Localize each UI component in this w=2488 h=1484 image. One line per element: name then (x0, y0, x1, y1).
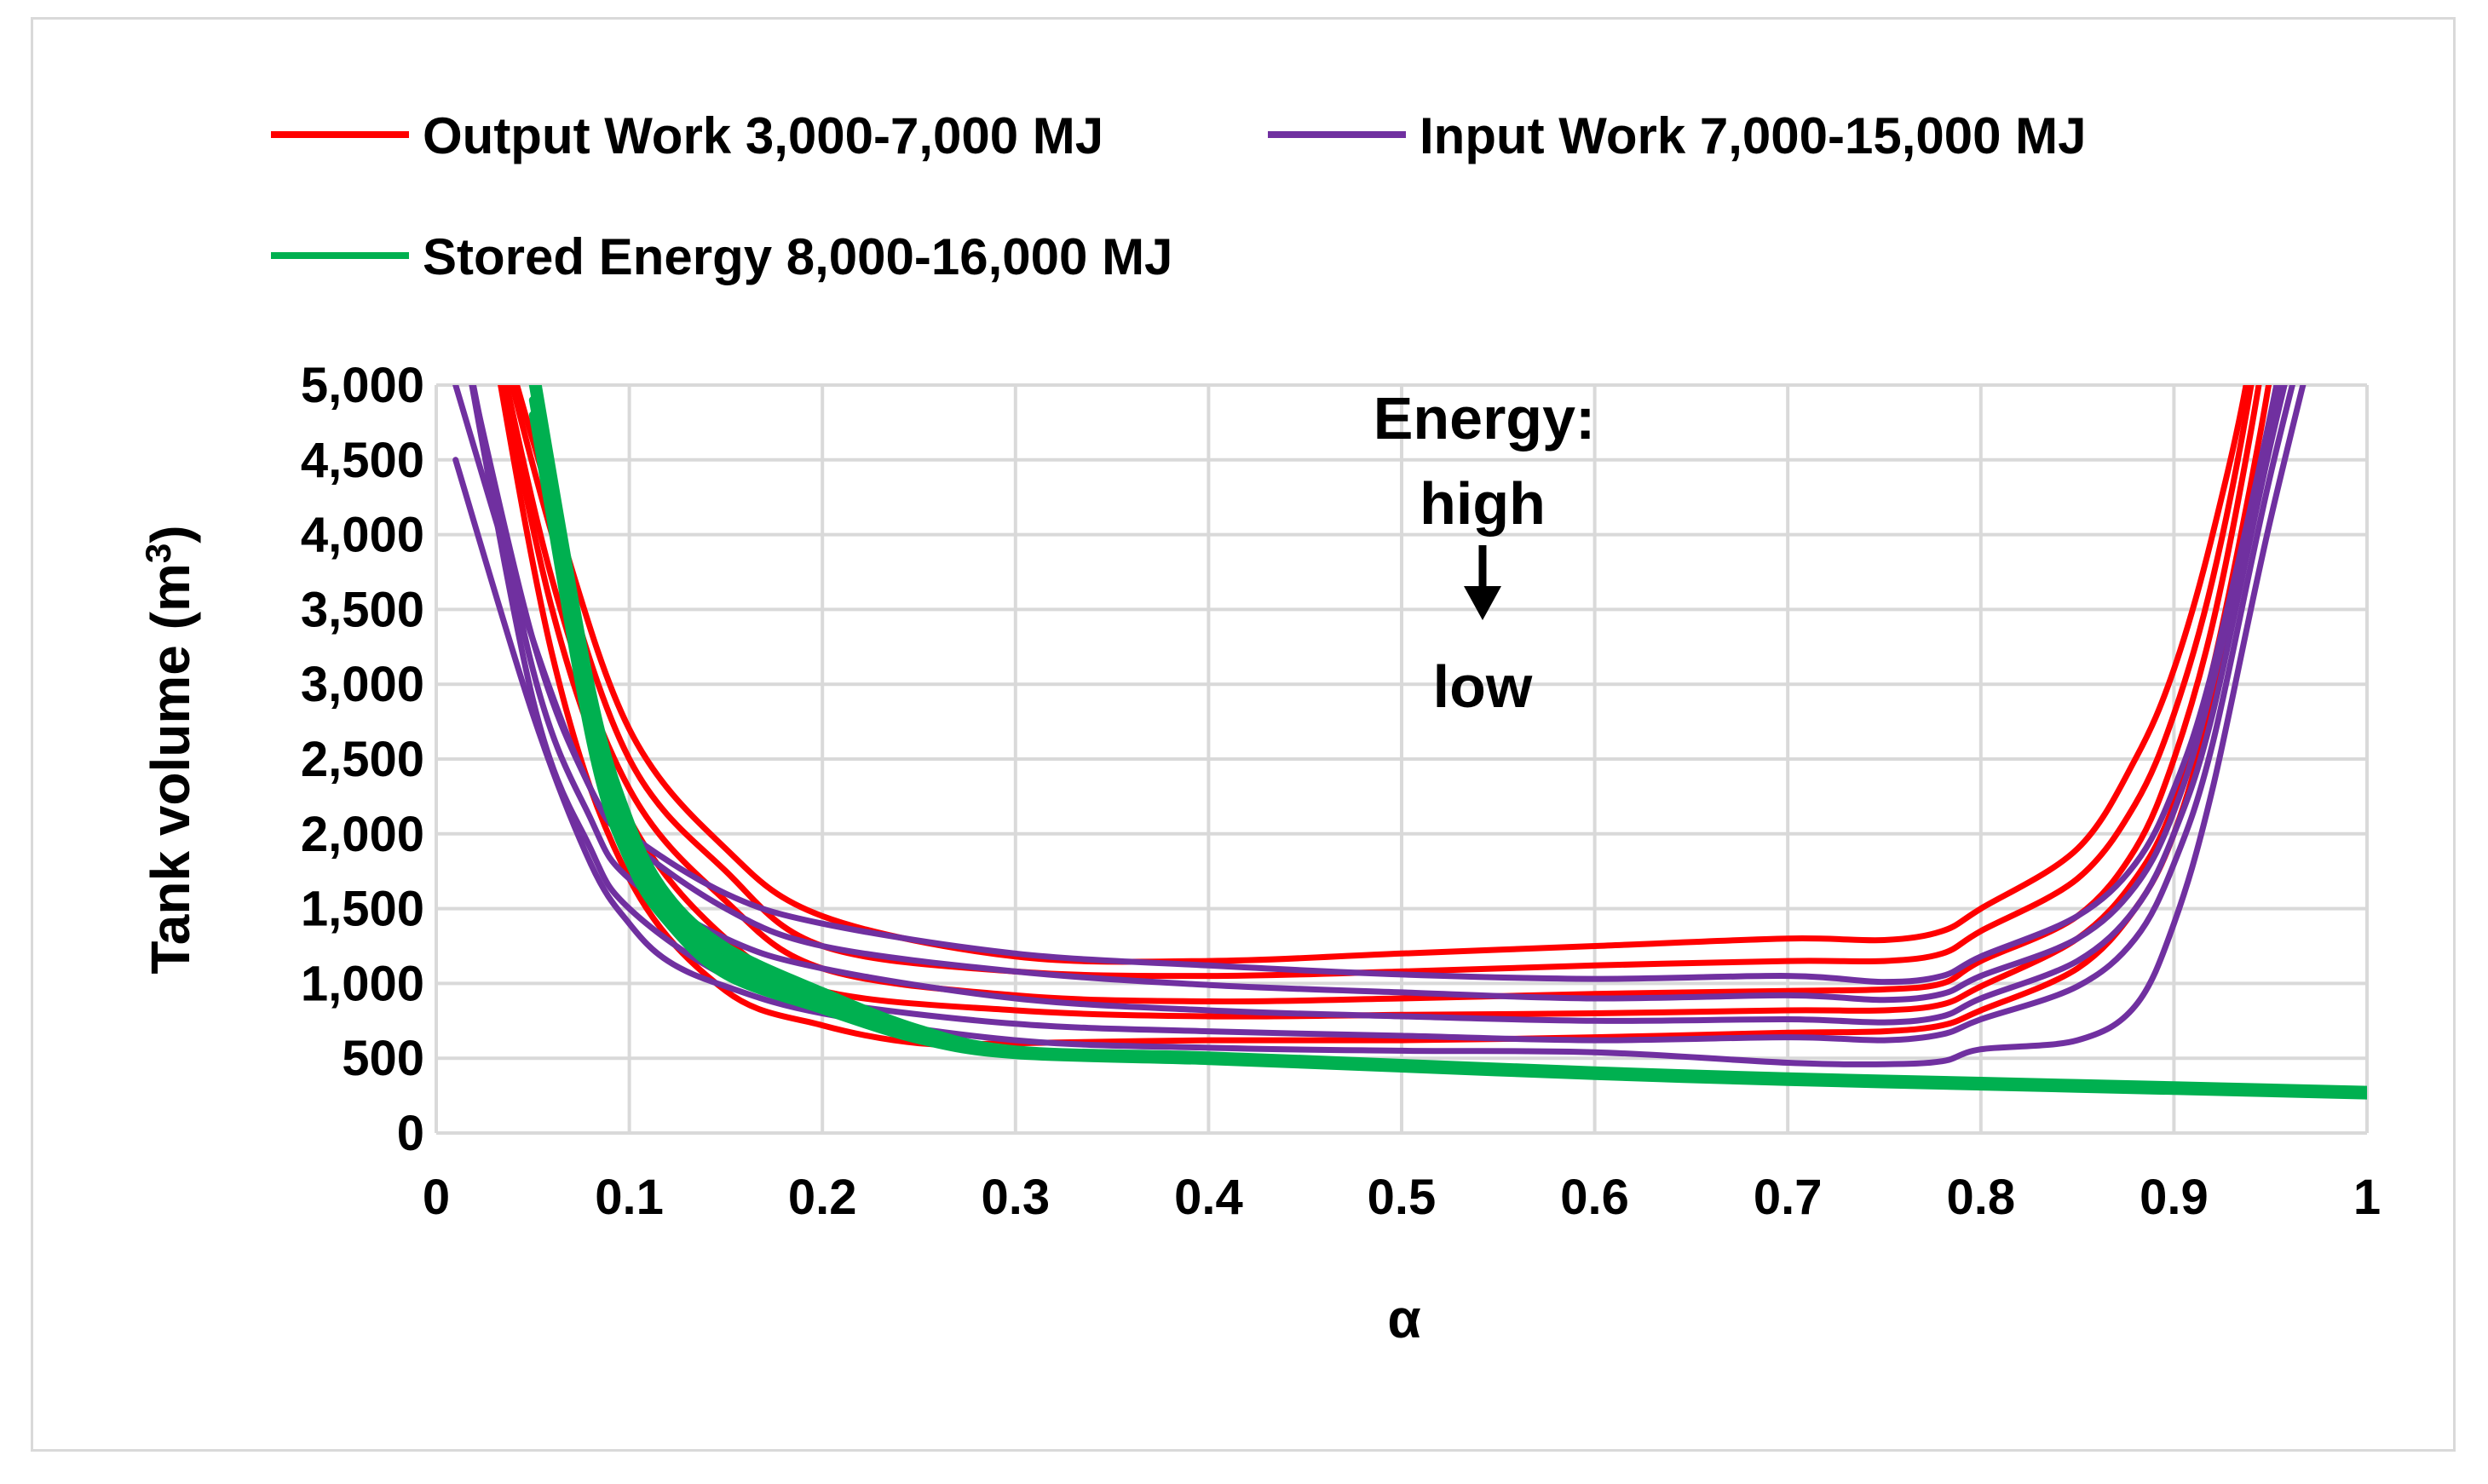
y-tick-label: 3,000 (301, 657, 424, 712)
y-tick-label: 1,000 (301, 956, 424, 1011)
y-tick-label: 5,000 (301, 358, 424, 413)
y-axis-title-main: Tank volume (m (140, 563, 201, 974)
x-tick-label: 0.8 (1946, 1170, 2015, 1225)
legend: Output Work 3,000-7,000 MJ Input Work 7,… (271, 107, 2087, 285)
x-tick-label: 0.5 (1368, 1170, 1437, 1225)
x-tick-label: 0.1 (595, 1170, 664, 1225)
series-line-input (452, 385, 2307, 1067)
y-axis-title-sup: 3 (138, 544, 178, 563)
annotation-arrow-head-icon (1464, 586, 1501, 620)
y-tick-label: 3,500 (301, 582, 424, 637)
series-group (452, 385, 2367, 1100)
y-tick-label: 500 (342, 1031, 424, 1086)
series-line-output (513, 385, 2249, 965)
legend-label-stored: Stored Energy 8,000-16,000 MJ (423, 228, 1172, 285)
y-tick-label: 0 (397, 1106, 424, 1161)
x-tick-label: 0.7 (1754, 1170, 1823, 1225)
x-tick-label: 0.2 (788, 1170, 857, 1225)
series-line-output (498, 385, 2282, 1048)
energy-annotation: Energy: high low (1374, 385, 1596, 720)
series-line-input (469, 385, 2288, 1026)
ticks: 0 0.1 0.2 0.3 0.4 0.5 0.6 0.7 0.8 0.9 1 0 500 1,000 1,… (301, 358, 2381, 1225)
x-tick-label: 0.4 (1174, 1170, 1243, 1225)
y-axis-title: Tank volume (m3) (138, 525, 201, 974)
grid (435, 383, 2369, 1135)
x-tick-label: 0 (423, 1170, 450, 1225)
y-tick-label: 4,500 (301, 433, 424, 488)
x-axis-title: α (1387, 1288, 1420, 1349)
annotation-high: high (1420, 470, 1546, 537)
x-tick-label: 0.6 (1560, 1170, 1629, 1225)
series-line-output (504, 385, 2262, 1005)
x-tick-label: 1 (2353, 1170, 2381, 1225)
x-tick-label: 0.9 (2140, 1170, 2209, 1225)
legend-label-output: Output Work 3,000-7,000 MJ (423, 107, 1103, 164)
y-tick-label: 2,000 (301, 807, 424, 862)
series-line-output (509, 385, 2255, 980)
y-tick-label: 4,000 (301, 508, 424, 563)
series-line-input (469, 385, 2295, 1044)
annotation-low: low (1433, 653, 1533, 720)
x-tick-label: 0.3 (981, 1170, 1050, 1225)
y-tick-label: 1,500 (301, 882, 424, 937)
series-line-stored (528, 411, 2367, 1100)
y-axis-title-close: ) (140, 525, 201, 543)
series-line-input (452, 385, 2280, 986)
y-tick-label: 2,500 (301, 732, 424, 787)
annotation-title: Energy: (1374, 385, 1596, 452)
legend-label-input: Input Work 7,000-15,000 MJ (1420, 107, 2087, 164)
